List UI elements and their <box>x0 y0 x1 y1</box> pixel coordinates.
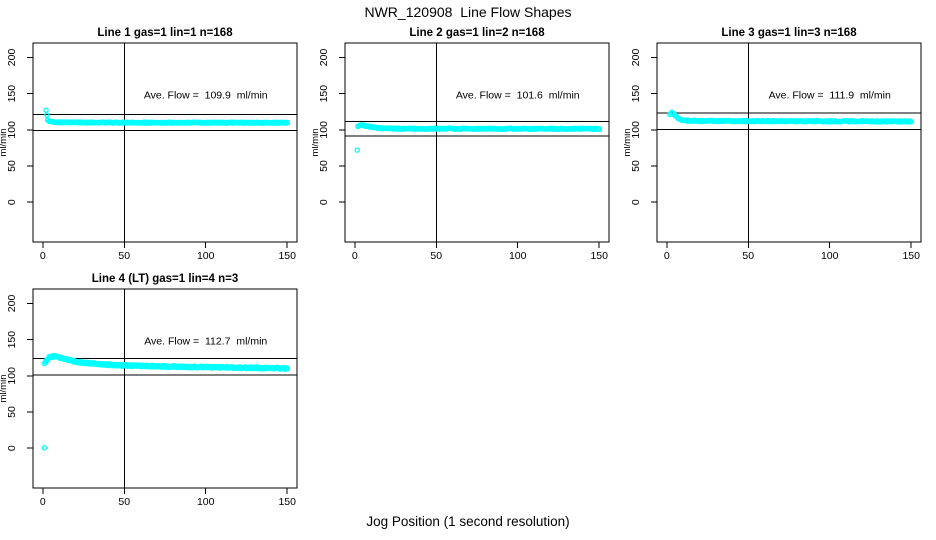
plot-box <box>32 42 298 243</box>
x-tick-label: 50 <box>430 250 442 262</box>
ave-flow-annotation: Ave. Flow = 111.9 ml/min <box>769 90 891 102</box>
y-axis-unit-label: ml/min <box>312 129 321 157</box>
flow-point <box>284 366 290 372</box>
x-tick-label: 150 <box>590 250 608 262</box>
subplot-line-3-chart: 0 50 100 150 0 50 100 150 200 ml/min Line 3 gas=1 … <box>624 27 922 262</box>
x-axis-label: Jog Position (1 second resolution) <box>366 514 570 529</box>
flow-point-outlier <box>41 360 48 367</box>
y-tick-label: 0 <box>6 445 18 451</box>
x-tick-label: 100 <box>821 250 839 262</box>
subplot-line-2: 0 50 100 150 0 50 100 150 200 ml/min Line 2 gas=1 … <box>312 18 624 264</box>
y-axis-unit-label: ml/min <box>0 375 9 403</box>
plot-box <box>32 288 298 489</box>
data-points <box>354 122 602 153</box>
y-tick-label: 0 <box>630 199 642 205</box>
ave-flow-annotation: Ave. Flow = 112.7 ml/min <box>144 336 267 348</box>
flow-point-outlier <box>43 107 49 114</box>
subplot-line-3: 0 50 100 150 0 50 100 150 200 ml/min Line 3 gas=1 … <box>624 18 936 264</box>
y-tick-label: 100 <box>6 367 18 385</box>
flow-point <box>284 120 290 126</box>
y-tick-label: 0 <box>318 199 330 205</box>
flow-point-outlier <box>41 445 48 451</box>
y-tick-label: 200 <box>6 49 18 67</box>
y-tick-label: 50 <box>318 160 330 172</box>
flow-point <box>596 126 602 133</box>
flow-point <box>908 118 914 125</box>
x-tick-label: 50 <box>742 250 754 262</box>
x-tick-label: 0 <box>664 250 670 262</box>
y-tick-label: 200 <box>6 295 18 313</box>
subplot-title: Line 1 gas=1 lin=1 n=168 <box>97 27 233 39</box>
y-tick-label: 150 <box>6 331 18 349</box>
x-tick-label: 150 <box>902 250 920 262</box>
x-tick-label: 0 <box>40 250 46 262</box>
x-tick-label: 100 <box>509 250 527 262</box>
y-tick-label: 200 <box>630 49 642 67</box>
data-points <box>43 107 290 126</box>
ave-flow-annotation: Ave. Flow = 109.9 ml/min <box>144 90 268 102</box>
y-tick-label: 150 <box>6 85 18 103</box>
y-tick-label: 100 <box>6 121 18 139</box>
figure-title: NWR_120908 Line Flow Shapes <box>364 4 572 20</box>
y-tick-label: 50 <box>630 160 642 172</box>
subplot-line-1: 0 50 100 150 0 50 100 150 200 ml/min Line 1 gas=1 … <box>0 18 312 264</box>
x-tick-label: 50 <box>118 250 130 262</box>
y-tick-label: 200 <box>318 49 330 67</box>
ave-flow-annotation: Ave. Flow = 101.6 ml/min <box>456 90 580 102</box>
y-axis-unit-label: ml/min <box>624 129 633 157</box>
plot-box <box>656 42 922 243</box>
x-tick-label: 100 <box>197 250 215 262</box>
subplot-title: Line 3 gas=1 lin=3 n=168 <box>721 27 857 39</box>
x-tick-label: 100 <box>197 496 215 508</box>
x-tick-label: 150 <box>278 250 296 262</box>
data-points <box>41 352 290 451</box>
subplot-line-1-chart: 0 50 100 150 0 50 100 150 200 ml/min Line 1 gas=1 … <box>0 27 298 262</box>
x-tick-label: 50 <box>118 496 130 508</box>
x-tick-label: 150 <box>278 496 296 508</box>
subplot-title: Line 2 gas=1 lin=2 n=168 <box>409 27 545 39</box>
flow-point-outlier <box>354 147 360 153</box>
y-tick-label: 150 <box>630 85 642 103</box>
flow-point-outlier <box>44 112 50 118</box>
y-tick-label: 100 <box>630 121 642 139</box>
subplot-line-4-chart: 0 50 100 150 0 50 100 150 200 ml/min Line 4 (LT) g… <box>0 273 298 508</box>
x-tick-label: 0 <box>40 496 46 508</box>
y-tick-label: 0 <box>6 199 18 205</box>
plot-box <box>344 42 610 243</box>
y-axis-unit-label: ml/min <box>0 129 9 157</box>
y-tick-label: 50 <box>6 406 18 418</box>
data-points <box>667 109 914 125</box>
subplot-line-2-chart: 0 50 100 150 0 50 100 150 200 ml/min Line 2 gas=1 … <box>312 27 610 262</box>
y-tick-label: 50 <box>6 160 18 172</box>
y-tick-label: 100 <box>318 121 330 139</box>
x-tick-label: 0 <box>352 250 358 262</box>
subplot-title: Line 4 (LT) gas=1 lin=4 n=3 <box>92 273 238 285</box>
subplot-line-4: 0 50 100 150 0 50 100 150 200 ml/min Line 4 (LT) g… <box>0 264 312 510</box>
y-tick-label: 150 <box>318 85 330 103</box>
